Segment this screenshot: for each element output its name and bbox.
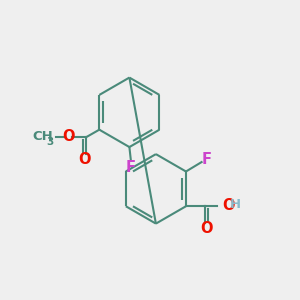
Text: 3: 3 xyxy=(46,137,53,147)
Text: CH: CH xyxy=(33,130,53,143)
Text: O: O xyxy=(200,221,213,236)
Text: H: H xyxy=(230,198,241,211)
Text: O: O xyxy=(78,152,91,167)
Text: O: O xyxy=(222,198,235,213)
Text: F: F xyxy=(126,160,136,175)
Text: O: O xyxy=(62,129,74,144)
Text: F: F xyxy=(202,152,212,167)
